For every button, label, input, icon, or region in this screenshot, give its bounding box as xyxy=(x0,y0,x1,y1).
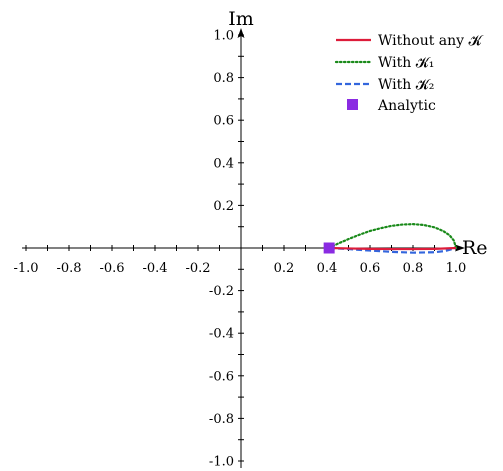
series-group xyxy=(323,223,458,254)
x-tick-label: -1.0 xyxy=(13,261,38,276)
series-line-1 xyxy=(328,223,458,250)
legend-label-with-k1: With 𝓚₁ xyxy=(378,55,434,71)
y-tick-label: -0.2 xyxy=(209,284,234,299)
x-tick-label: -0.8 xyxy=(56,261,81,276)
legend-swatch-analytic xyxy=(347,99,358,110)
y-axis-label: Im xyxy=(228,8,254,30)
legend-item-with-k2: With 𝓚₂ xyxy=(336,77,434,93)
y-tick-label: 0.4 xyxy=(213,156,234,171)
y-tick-label: 0.8 xyxy=(213,71,234,86)
y-tick-label: -1.0 xyxy=(209,455,234,470)
x-axis-label: Re xyxy=(462,237,488,259)
x-tick-label: 0.4 xyxy=(317,261,338,276)
y-tick-label: -0.6 xyxy=(209,369,234,384)
x-tick-label: 0.2 xyxy=(274,261,295,276)
x-tick-label: 0.6 xyxy=(360,261,381,276)
legend: Without any 𝓚 With 𝓚₁ With 𝓚₂ Analytic xyxy=(334,33,484,114)
series-line-0 xyxy=(329,246,457,251)
y-tick-label: -0.4 xyxy=(209,327,234,342)
analytic-point xyxy=(323,242,335,254)
legend-label-with-k2: With 𝓚₂ xyxy=(378,77,434,93)
x-tick-label: -0.6 xyxy=(99,261,124,276)
x-tick-label: -0.4 xyxy=(142,261,167,276)
ticks xyxy=(25,34,457,462)
legend-item-with-k1: With 𝓚₁ xyxy=(334,55,434,71)
y-tick-label: 0.2 xyxy=(213,199,234,214)
y-tick-label: 1.0 xyxy=(213,29,234,44)
x-tick-label: -0.2 xyxy=(185,261,210,276)
y-tick-label: -0.8 xyxy=(209,412,234,427)
legend-label-analytic: Analytic xyxy=(377,98,436,114)
legend-label-without-any-k: Without any 𝓚 xyxy=(378,33,484,49)
x-tick-label: 0.8 xyxy=(403,261,424,276)
legend-item-without-any-k: Without any 𝓚 xyxy=(336,33,484,49)
tick-labels: -1.0 -0.8 -0.6 -0.4 -0.2 0.2 0.4 0.6 0.8 1.0 1.0 0.… xyxy=(13,29,466,470)
y-tick-label: 0.6 xyxy=(213,114,234,129)
x-axis-arrow xyxy=(455,244,465,252)
legend-item-analytic: Analytic xyxy=(347,98,436,114)
x-tick-label: 1.0 xyxy=(446,261,467,276)
